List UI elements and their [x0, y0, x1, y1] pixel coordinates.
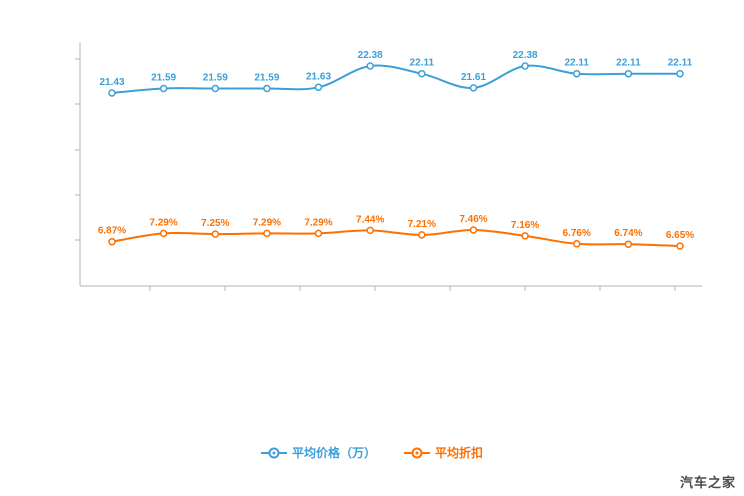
data-point	[572, 240, 581, 248]
data-label: 21.59	[203, 73, 228, 84]
data-point	[314, 83, 323, 92]
data-point	[159, 229, 168, 238]
data-label: 22.11	[564, 58, 589, 69]
legend-marker-avg-price-icon	[260, 447, 287, 459]
data-label: 7.29%	[253, 217, 281, 228]
data-label: 22.11	[410, 58, 435, 69]
series-line-1	[111, 228, 681, 247]
data-point	[159, 84, 168, 93]
data-point	[263, 229, 271, 238]
data-label: 21.43	[99, 77, 124, 88]
data-point	[572, 69, 581, 78]
data-point	[211, 230, 220, 238]
data-point	[676, 69, 684, 78]
data-label: 6.65%	[666, 230, 694, 241]
watermark-autohome: 汽车之家	[679, 475, 736, 490]
legend-item-avg-price[interactable]: 平均价格（万）	[260, 444, 376, 461]
data-point	[211, 84, 220, 93]
data-label: 7.16%	[511, 220, 539, 231]
data-point	[521, 232, 529, 240]
line-chart: 21.43 21.59 21.59 21.59 21.63 22.38 22.11 21.61…	[75, 42, 702, 291]
data-point	[624, 69, 633, 78]
data-label: 21.59	[254, 73, 279, 84]
data-label: 22.11	[668, 58, 693, 69]
data-label: 21.59	[151, 73, 176, 84]
data-point	[469, 84, 478, 92]
data-point	[418, 69, 426, 78]
data-point	[624, 240, 633, 248]
data-label: 7.29%	[149, 217, 177, 228]
data-label: 7.46%	[459, 214, 487, 225]
data-label: 7.29%	[304, 217, 332, 228]
data-label: 6.76%	[563, 228, 591, 239]
data-label: 22.38	[513, 50, 538, 61]
data-label: 21.61	[461, 72, 486, 83]
data-point	[366, 62, 374, 70]
data-label: 22.38	[358, 50, 383, 61]
data-label: 21.63	[306, 71, 331, 82]
data-point	[676, 242, 684, 250]
legend-item-avg-discount[interactable]: 平均折扣	[404, 444, 483, 461]
data-point	[521, 62, 529, 70]
chart-legend: 平均价格（万） 平均折扣	[0, 444, 744, 461]
data-point	[108, 237, 116, 246]
data-label: 6.87%	[98, 226, 126, 237]
data-label: 7.25%	[201, 218, 229, 229]
legend-marker-avg-discount-icon	[404, 447, 430, 459]
data-point	[108, 89, 116, 97]
data-label: 6.74%	[614, 228, 642, 239]
data-point	[314, 229, 323, 238]
data-label: 22.11	[616, 58, 641, 69]
data-label: 7.21%	[408, 219, 436, 230]
data-point	[366, 226, 374, 235]
data-point	[418, 231, 426, 239]
legend-label-avg-price: 平均价格（万）	[291, 446, 376, 460]
series-line-0	[111, 64, 680, 94]
data-point	[469, 226, 478, 234]
legend-label-avg-discount: 平均折扣	[435, 446, 484, 460]
data-point	[263, 84, 271, 93]
data-label: 7.44%	[356, 214, 384, 225]
